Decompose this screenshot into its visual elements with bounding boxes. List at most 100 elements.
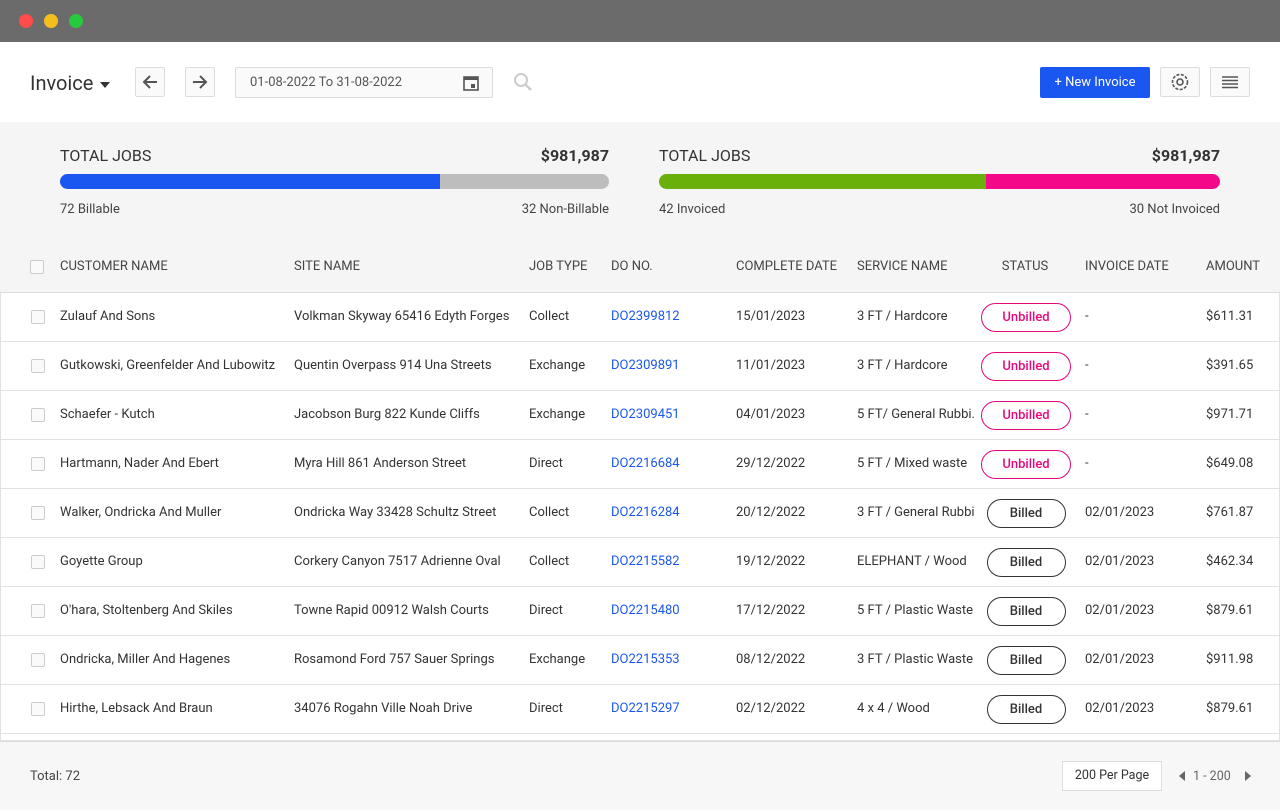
table-row: Zulauf And Sons Volkman Skyway 65416 Edyt… — [0, 293, 1280, 342]
search-button[interactable] — [513, 72, 533, 92]
cell-text: O'hara, Stoltenberg And Skiles — [60, 603, 233, 618]
cell-text: Zulauf And Sons — [60, 309, 156, 324]
status-badge: Billed — [986, 548, 1066, 577]
cell-text: 15/01/2023 — [736, 309, 806, 324]
row-checkbox[interactable] — [31, 702, 45, 716]
row-checkbox[interactable] — [31, 457, 45, 471]
column-header: STATUS — [1001, 259, 1049, 274]
row-checkbox[interactable] — [31, 408, 45, 422]
cell-text: 17/12/2022 — [736, 603, 806, 618]
view-dropdown[interactable]: Invoice — [30, 71, 111, 95]
column-header: CUSTOMER NAME — [60, 259, 168, 274]
cell-text: Corkery Canyon 7517 Adrienne Oval — [294, 554, 501, 569]
minimize-button[interactable] — [44, 14, 58, 28]
menu-button[interactable] — [1210, 67, 1250, 97]
do-link[interactable]: DO2309451 — [611, 407, 680, 422]
do-link[interactable]: DO2216284 — [611, 505, 680, 520]
column-header: SERVICE NAME — [857, 259, 948, 274]
cell-text: $462.34 — [1206, 554, 1254, 569]
cell-text: Collect — [529, 505, 570, 520]
row-checkbox[interactable] — [31, 604, 45, 618]
cell-text: 08/12/2022 — [736, 652, 806, 667]
cell-text: Direct — [529, 603, 563, 618]
cell-text: 5 FT / Plastic Waste — [857, 603, 973, 618]
status-badge: Billed — [986, 646, 1066, 675]
progress-bar — [659, 174, 1220, 189]
page-next[interactable] — [1244, 771, 1252, 781]
do-link[interactable]: DO2399812 — [611, 309, 680, 324]
cell-text: $911.98 — [1206, 652, 1254, 667]
cell-text: $611.31 — [1206, 309, 1254, 324]
do-link[interactable]: DO2215353 — [611, 652, 680, 667]
cell-text: 3 FT / General Rubbi — [857, 505, 975, 520]
cell-text: 5 FT / Mixed waste — [857, 456, 968, 471]
cell-text: Hartmann, Nader And Ebert — [60, 456, 219, 471]
card-amount: $981,987 — [1151, 146, 1220, 165]
card-amount: $981,987 — [540, 146, 609, 165]
prev-button[interactable] — [135, 67, 165, 97]
per-page-text: 200 Per Page — [1074, 768, 1150, 783]
status-badge: Unbilled — [981, 303, 1071, 332]
status-badge: Unbilled — [981, 450, 1071, 479]
row-checkbox[interactable] — [31, 653, 45, 667]
cell-text: Ondricka Way 33428 Schultz Street — [294, 505, 497, 520]
cell-text: 3 FT / Plastic Waste — [857, 652, 973, 667]
caret-icon — [100, 81, 111, 88]
calendar-icon — [463, 76, 479, 91]
status-badge: Unbilled — [981, 352, 1071, 381]
settings-button[interactable] — [1160, 67, 1200, 97]
row-checkbox[interactable] — [31, 506, 45, 520]
close-button[interactable] — [19, 14, 33, 28]
do-link[interactable]: DO2309891 — [611, 358, 680, 373]
segment-label: 30 Not Invoiced — [1129, 202, 1220, 217]
cell-text: Myra Hill 861 Anderson Street — [294, 456, 467, 471]
window-titlebar — [0, 0, 1280, 42]
per-page-select[interactable]: 200 Per Page — [1062, 761, 1162, 791]
do-link[interactable]: DO2215480 — [611, 603, 680, 618]
cell-text: 02/01/2023 — [1085, 603, 1155, 618]
row-checkbox[interactable] — [31, 359, 45, 373]
table-row: O'hara, Stoltenberg And Skiles Towne Rapi… — [0, 587, 1280, 636]
cell-text: $649.08 — [1206, 456, 1254, 471]
column-header: SITE NAME — [294, 259, 361, 274]
toolbar: Invoice 01-08-2022 To 31-08-2022 + New I… — [0, 42, 1280, 122]
do-link[interactable]: DO2216684 — [611, 456, 680, 471]
cell-text: 5 FT/ General Rubbi. — [857, 407, 975, 422]
table-row: Gutkowski, Greenfelder And Lubowitz Quent… — [0, 342, 1280, 391]
next-button[interactable] — [185, 67, 215, 97]
cell-text: Collect — [529, 554, 570, 569]
column-header: INVOICE DATE — [1085, 259, 1169, 274]
cell-text: Goyette Group — [60, 554, 143, 569]
cell-text: $879.61 — [1206, 603, 1254, 618]
cell-text: Direct — [529, 456, 563, 471]
column-header: AMOUNT — [1206, 259, 1261, 274]
select-all-checkbox[interactable] — [30, 260, 44, 274]
row-checkbox[interactable] — [31, 310, 45, 324]
maximize-button[interactable] — [69, 14, 83, 28]
date-range-text: 01-08-2022 To 31-08-2022 — [250, 75, 403, 90]
status-badge: Billed — [986, 499, 1066, 528]
cell-text: 11/01/2023 — [736, 358, 806, 373]
cell-text: Quentin Overpass 914 Una Streets — [294, 358, 492, 373]
date-range-input[interactable]: 01-08-2022 To 31-08-2022 — [235, 67, 493, 98]
bar-segment — [659, 174, 987, 189]
cell-text: 02/01/2023 — [1085, 701, 1155, 716]
row-checkbox[interactable] — [31, 555, 45, 569]
cell-text: Schaefer - Kutch — [60, 407, 155, 422]
cell-text: 02/01/2023 — [1085, 554, 1155, 569]
cell-text: 34076 Rogahn Ville Noah Drive — [294, 701, 473, 716]
page-prev[interactable] — [1178, 771, 1186, 781]
do-link[interactable]: DO2215297 — [611, 701, 680, 716]
do-link[interactable]: DO2215582 — [611, 554, 680, 569]
cell-text: Exchange — [529, 407, 586, 422]
cell-text: Collect — [529, 309, 570, 324]
cell-text: 04/01/2023 — [736, 407, 806, 422]
table-row: Walker, Ondricka And Muller Ondricka Way … — [0, 489, 1280, 538]
cell-text: Hirthe, Lebsack And Braun — [60, 701, 213, 716]
table-header: CUSTOMER NAME SITE NAME JOB TYPE DO NO. COMP… — [0, 240, 1280, 293]
cell-text: 19/12/2022 — [736, 554, 806, 569]
new-invoice-button[interactable]: + New Invoice — [1040, 67, 1150, 98]
cell-text: $761.87 — [1206, 505, 1254, 520]
partial-row — [0, 734, 1280, 741]
